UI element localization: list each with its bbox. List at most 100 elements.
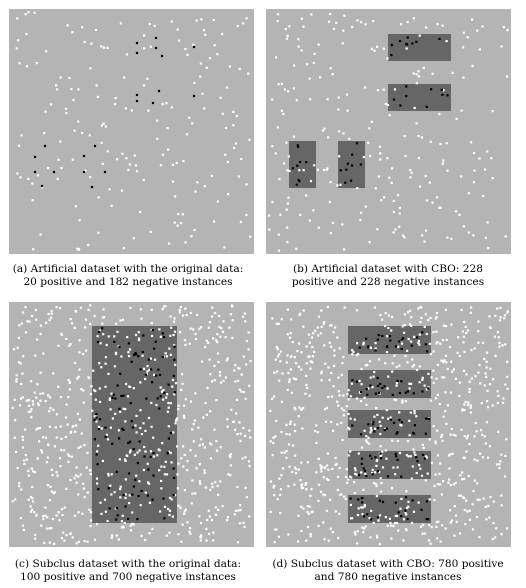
negative-point	[340, 421, 343, 425]
negative-point	[304, 392, 307, 395]
negative-point	[299, 312, 302, 315]
negative-point	[111, 417, 114, 420]
positive-point	[93, 419, 96, 422]
negative-point	[120, 520, 123, 523]
negative-point	[464, 325, 467, 328]
negative-point	[222, 379, 225, 382]
negative-point	[244, 397, 247, 400]
positive-point	[163, 517, 166, 520]
positive-point	[135, 353, 138, 356]
negative-point	[441, 162, 444, 165]
positive-point	[404, 496, 408, 499]
negative-point	[77, 88, 80, 91]
negative-point	[67, 378, 70, 382]
negative-point	[332, 385, 335, 388]
negative-point	[446, 367, 449, 370]
negative-point	[25, 399, 28, 402]
negative-point	[180, 388, 183, 391]
negative-point	[281, 372, 284, 375]
negative-point	[185, 133, 189, 136]
negative-point	[239, 504, 242, 507]
negative-point	[181, 213, 184, 216]
negative-point	[324, 362, 327, 365]
negative-point	[354, 533, 357, 536]
negative-point	[315, 441, 318, 444]
positive-point	[363, 515, 366, 518]
negative-point	[135, 414, 138, 417]
negative-point	[293, 356, 296, 359]
negative-point	[138, 337, 141, 340]
negative-point	[381, 450, 384, 453]
negative-point	[287, 371, 290, 375]
negative-point	[417, 157, 420, 160]
negative-point	[494, 536, 497, 539]
negative-point	[216, 341, 219, 344]
negative-point	[106, 519, 109, 523]
negative-point	[336, 184, 339, 187]
negative-point	[427, 318, 430, 322]
negative-point	[27, 11, 30, 14]
negative-point	[469, 406, 472, 409]
positive-point	[405, 95, 408, 98]
negative-point	[157, 448, 160, 451]
negative-point	[83, 444, 86, 447]
panel-b-scatter	[266, 9, 511, 254]
positive-point	[295, 183, 298, 186]
negative-point	[150, 425, 153, 428]
negative-point	[415, 415, 418, 418]
negative-point	[97, 444, 100, 447]
positive-point	[161, 332, 164, 335]
negative-point	[197, 426, 200, 429]
positive-point	[140, 489, 143, 492]
negative-point	[53, 445, 56, 448]
positive-point	[115, 470, 118, 473]
negative-point	[199, 482, 202, 485]
positive-point	[394, 452, 397, 455]
positive-point	[399, 104, 402, 107]
negative-point	[320, 470, 323, 473]
negative-point	[473, 479, 476, 482]
negative-point	[121, 318, 125, 321]
negative-point	[339, 183, 342, 186]
negative-point	[309, 535, 312, 538]
negative-point	[233, 369, 236, 372]
negative-point	[82, 352, 85, 356]
negative-point	[181, 523, 184, 526]
negative-point	[305, 482, 308, 485]
negative-point	[464, 523, 467, 526]
negative-point	[40, 449, 43, 452]
negative-point	[401, 401, 404, 404]
positive-point	[366, 513, 369, 516]
negative-point	[471, 18, 474, 21]
negative-point	[109, 484, 112, 487]
negative-point	[71, 425, 74, 428]
negative-point	[313, 52, 316, 55]
negative-point	[199, 521, 203, 525]
negative-point	[298, 342, 301, 345]
negative-point	[163, 473, 166, 476]
negative-point	[435, 377, 438, 380]
negative-point	[209, 442, 212, 445]
negative-point	[373, 306, 377, 309]
negative-point	[407, 500, 410, 503]
negative-point	[133, 154, 136, 157]
negative-point	[119, 22, 122, 25]
negative-point	[124, 459, 127, 462]
negative-point	[125, 157, 128, 160]
positive-point	[355, 142, 359, 145]
negative-point	[428, 438, 431, 441]
negative-point	[398, 411, 401, 414]
negative-point	[356, 530, 359, 533]
negative-point	[19, 517, 22, 520]
positive-point	[166, 452, 169, 455]
negative-point	[85, 466, 88, 469]
negative-point	[103, 498, 107, 501]
negative-point	[436, 537, 439, 540]
negative-point	[411, 465, 414, 468]
negative-point	[128, 451, 132, 454]
negative-point	[275, 322, 278, 325]
negative-point	[435, 342, 438, 345]
negative-point	[98, 425, 101, 428]
positive-point	[136, 518, 139, 521]
negative-point	[35, 513, 38, 516]
